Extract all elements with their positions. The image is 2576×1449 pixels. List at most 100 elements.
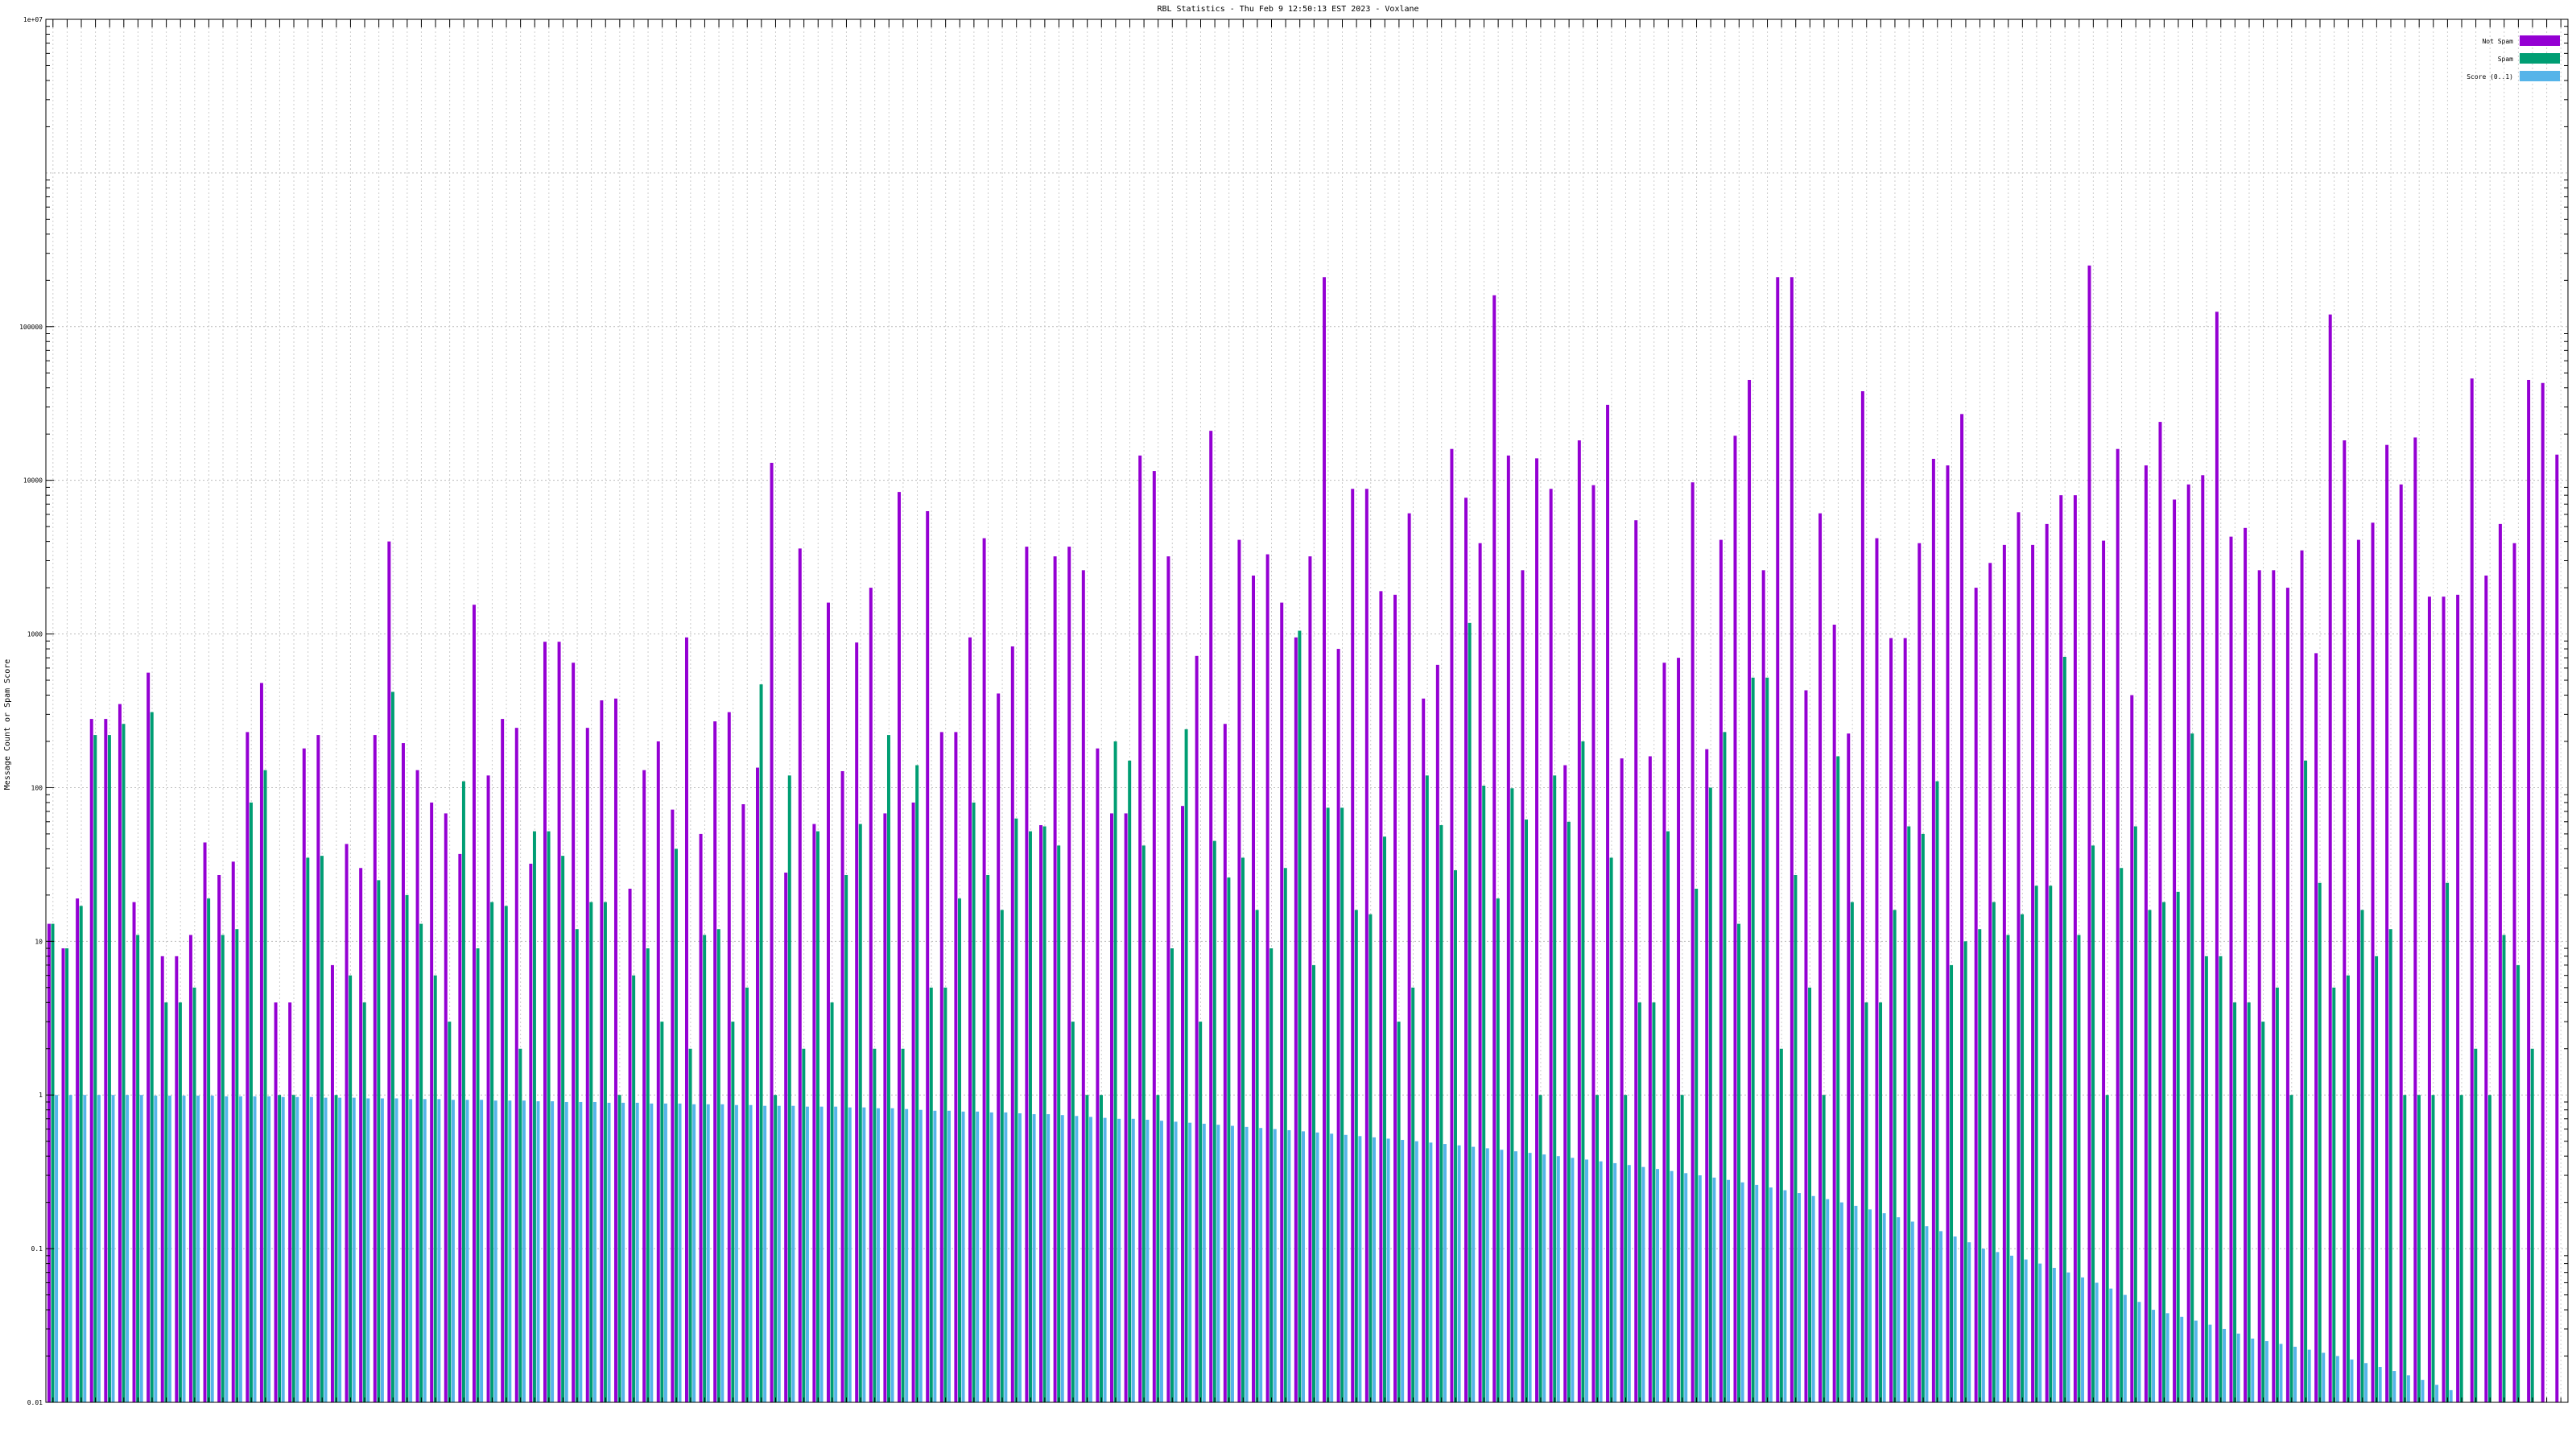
bar-score-0-1	[706, 1104, 710, 1402]
bar-spam	[1312, 964, 1315, 1402]
bar-score-0-1	[1868, 1209, 1872, 1402]
bar-spam	[419, 923, 423, 1402]
bar-not-spam	[2201, 475, 2205, 1403]
bar-spam	[1496, 898, 1500, 1402]
bar-not-spam	[1450, 448, 1454, 1403]
bar-score-0-1	[1839, 1202, 1843, 1402]
bar-spam	[1425, 775, 1429, 1402]
bar-not-spam	[1464, 497, 1468, 1402]
bar-score-0-1	[1457, 1145, 1461, 1402]
bar-not-spam	[444, 813, 448, 1402]
bar-not-spam	[359, 868, 363, 1402]
bar-spam	[1864, 1002, 1868, 1402]
bar-score-0-1	[1401, 1140, 1405, 1402]
bar-score-0-1	[1131, 1118, 1135, 1402]
bars	[47, 265, 2559, 1403]
bar-not-spam	[1364, 489, 1368, 1402]
bar-spam	[774, 1095, 778, 1402]
chart-title: RBL Statistics - Thu Feb 9 12:50:13 EST …	[1157, 5, 1418, 14]
bar-not-spam	[330, 964, 334, 1402]
bar-spam	[603, 902, 607, 1402]
bar-not-spam	[1124, 813, 1128, 1402]
bar-not-spam	[613, 698, 617, 1402]
bar-spam	[1057, 845, 1061, 1402]
bar-score-0-1	[2223, 1328, 2227, 1402]
bar-score-0-1	[1769, 1187, 1773, 1402]
bar-spam	[1879, 1002, 1883, 1402]
bar-not-spam	[1577, 440, 1581, 1402]
bar-score-0-1	[2236, 1333, 2240, 1402]
bar-score-0-1	[1727, 1179, 1730, 1402]
bar-spam	[716, 929, 720, 1402]
bar-score-0-1	[338, 1097, 342, 1402]
bar-not-spam	[2385, 444, 2389, 1402]
bar-spam	[2304, 760, 2308, 1402]
bar-not-spam	[2158, 422, 2162, 1402]
bar-not-spam	[2144, 465, 2148, 1402]
bar-spam	[943, 987, 947, 1402]
bar-not-spam	[1521, 570, 1525, 1402]
bar-spam	[2332, 987, 2336, 1402]
axis-ticks: 0.01 0.1 1 10 100 1000 10000 100000 1e+07	[19, 16, 2568, 1406]
bar-not-spam	[373, 735, 377, 1402]
bar-spam	[901, 1048, 905, 1402]
bar-score-0-1	[1032, 1114, 1036, 1402]
bar-spam	[1113, 741, 1117, 1402]
legend-label: Score (0..1)	[2467, 73, 2513, 80]
bar-spam	[745, 987, 749, 1402]
bar-not-spam	[1323, 277, 1327, 1403]
bar-not-spam	[1662, 663, 1666, 1402]
bar-score-0-1	[678, 1103, 682, 1402]
bar-spam	[1014, 818, 1018, 1402]
bar-not-spam	[1705, 749, 1709, 1402]
y-tick-label: 1000	[27, 631, 43, 638]
bar-score-0-1	[1656, 1169, 1659, 1402]
bar-score-0-1	[1854, 1205, 1858, 1402]
bar-score-0-1	[579, 1101, 583, 1402]
bar-spam	[1921, 833, 1925, 1402]
bar-spam	[2431, 1095, 2435, 1402]
bar-score-0-1	[621, 1102, 625, 1402]
bar-score-0-1	[409, 1099, 413, 1402]
bar-score-0-1	[1429, 1142, 1433, 1402]
bar-spam	[972, 802, 976, 1402]
bar-score-0-1	[1414, 1141, 1418, 1402]
bar-not-spam	[1195, 655, 1199, 1402]
bar-spam	[1893, 910, 1897, 1402]
bar-not-spam	[1110, 813, 1113, 1402]
bar-spam	[2530, 1048, 2534, 1402]
bar-score-0-1	[1571, 1158, 1575, 1402]
bar-not-spam	[2257, 570, 2261, 1402]
bar-score-0-1	[111, 1095, 115, 1402]
bar-not-spam	[2484, 575, 2488, 1402]
bar-score-0-1	[154, 1096, 158, 1402]
y-tick-label: 0.1	[31, 1245, 43, 1253]
bar-not-spam	[217, 874, 221, 1402]
bar-not-spam	[430, 802, 434, 1402]
bar-spam	[461, 781, 465, 1402]
bar-not-spam	[2087, 265, 2091, 1403]
bar-not-spam	[713, 721, 717, 1402]
bar-not-spam	[1620, 758, 1624, 1402]
bar-not-spam	[2017, 512, 2021, 1402]
bar-not-spam	[2102, 540, 2106, 1402]
bar-score-0-1	[83, 1095, 87, 1402]
bar-not-spam	[968, 637, 972, 1402]
bar-spam	[150, 712, 154, 1402]
bar-not-spam	[203, 842, 207, 1402]
bar-spam	[320, 856, 324, 1402]
bar-not-spam	[1889, 638, 1893, 1402]
bar-score-0-1	[295, 1096, 299, 1402]
bar-not-spam	[1492, 295, 1496, 1403]
bar-score-0-1	[2421, 1380, 2425, 1402]
bar-score-0-1	[933, 1110, 937, 1402]
bar-score-0-1	[480, 1100, 484, 1402]
bar-score-0-1	[2066, 1272, 2070, 1402]
bar-not-spam	[387, 541, 391, 1403]
bar-score-0-1	[848, 1107, 852, 1402]
bar-score-0-1	[1811, 1195, 1815, 1402]
bar-spam	[1383, 836, 1386, 1402]
bar-score-0-1	[1159, 1121, 1163, 1402]
bar-spam	[2275, 987, 2279, 1402]
bar-spam	[1553, 775, 1557, 1402]
